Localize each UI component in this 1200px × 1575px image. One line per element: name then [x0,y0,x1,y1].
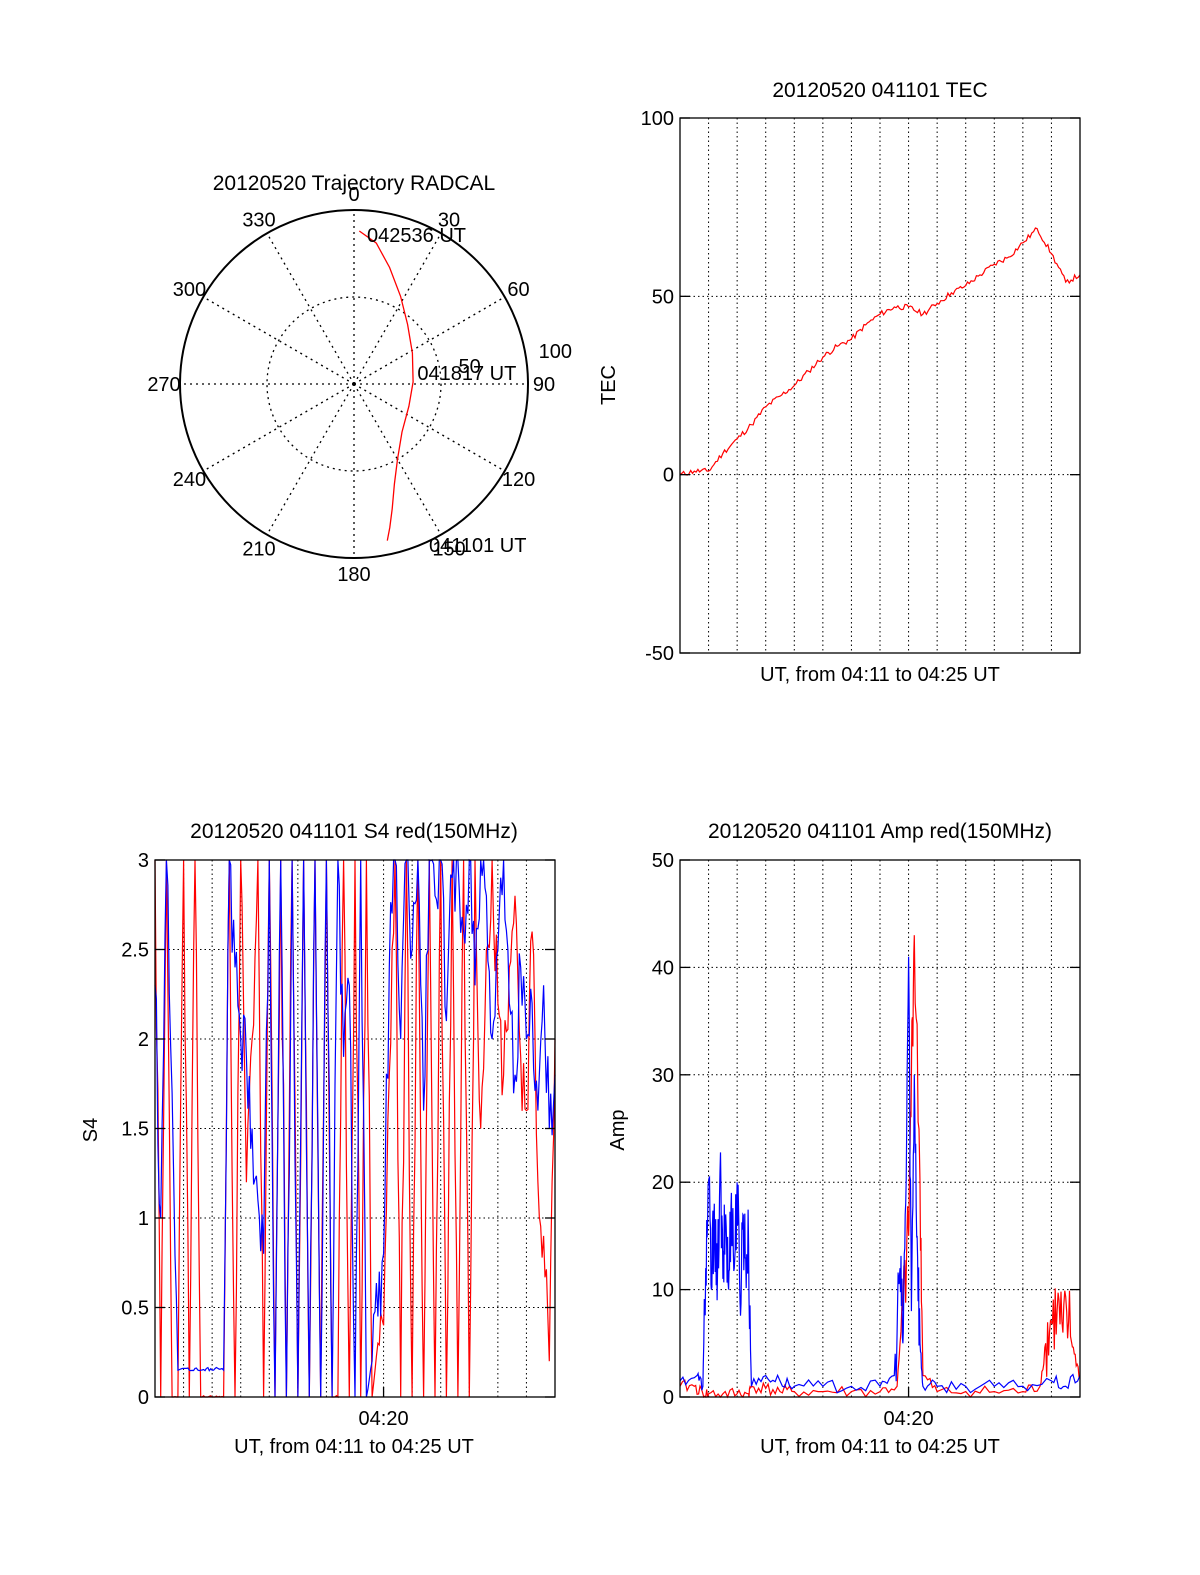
tec-panel: 20120520 041101 TEC -50 0 50 100 UT, from 0… [598,79,1081,686]
amp-ytick-label: 10 [652,1280,674,1302]
s4-ytick-label: 1 [138,1208,149,1230]
amp-ytick-label: 30 [652,1065,674,1087]
tec-series-line [679,227,1081,476]
s4-xlabel: UT, from 04:11 to 04:25 UT [234,1436,474,1458]
trajectory-series [358,230,414,541]
amp-ytick-label: 20 [652,1172,674,1194]
polar-angle-label: 210 [242,539,275,561]
tec-xlabel: UT, from 04:11 to 04:25 UT [760,664,1000,686]
polar-angle-label: 30 [438,209,460,231]
polar-angle-label: 240 [173,469,206,491]
polar-radial-label: 100 [539,341,572,363]
trajectory-title: 20120520 Trajectory RADCAL [213,172,496,195]
amp-ytick-label: 0 [663,1387,674,1409]
polar-angle-label: 270 [147,374,180,396]
amp-xtick-label: 04:20 [884,1408,934,1430]
amp-panel: 20120520 041101 Amp red(150MHz) 0 10 20 30 4… [607,820,1081,1458]
s4-grid [155,860,555,1397]
amp-xlabel: UT, from 04:11 to 04:25 UT [760,1436,1000,1458]
trajectory-line [358,230,414,541]
polar-angle-label: 180 [337,564,370,586]
polar-spoke [353,296,506,385]
polar-angle-label: 330 [242,209,275,231]
tec-plot-frame [679,117,1081,654]
tec-title: 20120520 041101 TEC [772,79,987,102]
amp-ytick-label: 50 [652,850,674,872]
polar-radial-gridline [266,296,442,472]
s4-title: 20120520 041101 S4 red(150MHz) [190,820,518,843]
s4-ylabel: S4 [80,1118,102,1142]
s4-ytick-label: 0 [138,1387,149,1409]
trajectory-annotations: 042536 UT 041817 UT 041101 UT [367,225,526,557]
trajectory-time-label: 041817 UT [417,363,516,385]
polar-angle-label: 90 [533,374,555,396]
amp-series [679,935,1081,1399]
polar-angle-label: 120 [502,469,535,491]
s4-xtick-label: 04:20 [359,1408,409,1430]
polar-angle-label: 150 [432,539,465,561]
polar-grid [179,209,529,559]
s4-ytick-label: 2.5 [121,940,149,962]
s4-ytick-label: 0.5 [121,1298,149,1320]
amp-series-line [679,956,1081,1394]
tec-axes: -50 0 50 100 [641,108,1081,665]
amp-series-line [679,935,1081,1399]
tec-grid [680,118,1080,653]
s4-ytick-label: 3 [138,850,149,872]
tec-ytick-label: 0 [663,465,674,487]
s4-axes: 0 0.5 1 1.5 2 2.5 3 04:20 [121,850,556,1430]
s4-ytick-label: 2 [138,1029,149,1051]
trajectory-time-label: 042536 UT [367,225,466,247]
polar-spoke [202,383,355,472]
polar-radial-labels: 50 100 [459,341,572,378]
polar-angle-label: 300 [173,279,206,301]
tec-ytick-label: -50 [645,643,674,665]
polar-angle-label: 60 [507,279,529,301]
amp-ytick-label: 40 [652,957,674,979]
polar-radial-label: 50 [459,356,481,378]
amp-plot-frame [679,859,1081,1398]
s4-panel: 20120520 041101 S4 red(150MHz) 0 0.5 1 1.5 2… [80,820,556,1458]
trajectory-panel: 20120520 Trajectory RADCAL 0 30 60 90 120 150… [147,172,572,586]
polar-spoke [266,232,355,385]
polar-outer-circle [179,209,529,559]
polar-angle-label: 0 [348,184,359,206]
polar-spoke [353,232,442,385]
amp-axes: 0 10 20 30 40 50 04:20 [652,850,1081,1430]
polar-angle-labels: 0 30 60 90 120 150 180 210 240 270 300 330 [147,184,555,586]
amp-title: 20120520 041101 Amp red(150MHz) [708,820,1052,843]
trajectory-time-label: 041101 UT [429,535,526,557]
amp-ylabel: Amp [607,1109,629,1150]
polar-spoke [353,383,442,536]
tec-series [679,227,1081,476]
polar-spoke [353,383,506,472]
polar-spoke [266,383,355,536]
polar-spoke [202,296,355,385]
amp-grid [680,860,1080,1397]
s4-ytick-label: 1.5 [121,1119,149,1141]
tec-ytick-label: 100 [641,108,674,130]
tec-ylabel: TEC [598,365,620,405]
tec-ytick-label: 50 [652,286,674,308]
